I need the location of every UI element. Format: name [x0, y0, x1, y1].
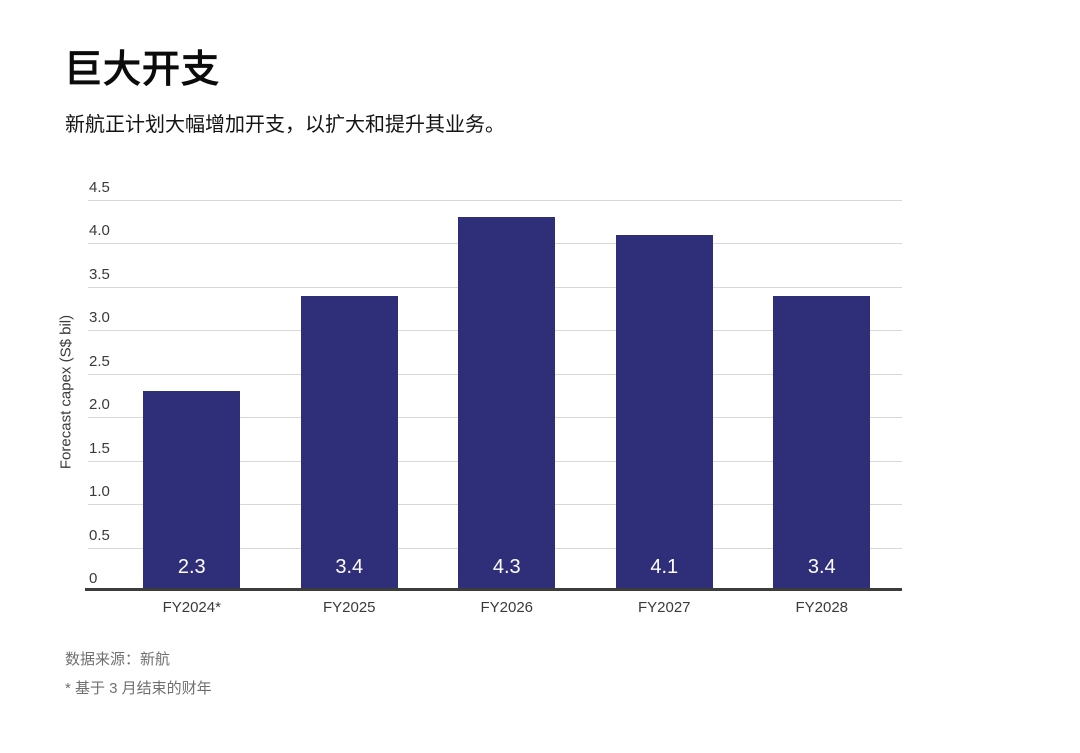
bar-value-label: 2.3 — [177, 555, 206, 578]
y-tick-label: 4.5 — [89, 179, 110, 196]
bar-value-label: 4.1 — [650, 555, 679, 578]
bar-value-label: 3.4 — [807, 555, 836, 578]
y-tick-label: 1.5 — [89, 439, 110, 457]
x-axis-line — [85, 588, 902, 591]
chart-subtitle: 新航正计划大幅增加开支，以扩大和提升其业务。 — [65, 114, 505, 136]
bar-value-label: 3.4 — [335, 555, 364, 578]
bar: 3.4 — [773, 295, 871, 588]
y-tick-label: 3.0 — [89, 309, 110, 327]
y-tick-label: 3.5 — [89, 265, 110, 283]
x-axis-label: FY2027 — [637, 599, 691, 616]
y-tick-label: 1.0 — [89, 483, 110, 501]
bar: 4.1 — [615, 234, 713, 588]
y-axis-title: Forecast capex (S$ bil) — [57, 314, 75, 470]
y-tick-label: 4.0 — [89, 222, 110, 240]
bar-chart-plot-area: 4.5 4.0 3.5 3.0 2.5 2.0 1.5 1.0 0.5 0 2.3 FY2024* 3.… — [85, 179, 902, 616]
x-axis-label: FY2025 — [322, 599, 376, 616]
chart-title: 巨大开支 — [64, 49, 221, 91]
y-tick-label: 0 — [89, 570, 98, 587]
bar: 4.3 — [458, 217, 556, 588]
data-source-note: 数据来源：新航 — [65, 651, 171, 668]
bar-value-label: 4.3 — [492, 555, 521, 578]
bar: 3.4 — [300, 295, 398, 588]
x-axis-label: FY2028 — [795, 599, 849, 616]
y-tick-label: 0.5 — [89, 526, 110, 544]
y-gridline — [88, 200, 902, 201]
bar: 2.3 — [143, 391, 241, 588]
y-tick-label: 2.5 — [89, 352, 110, 370]
footnote: * 基于 3 月结束的财年 — [65, 680, 212, 697]
y-tick-label: 2.0 — [89, 396, 110, 414]
x-axis-label: FY2024* — [162, 599, 221, 616]
x-axis-label: FY2026 — [480, 599, 534, 616]
